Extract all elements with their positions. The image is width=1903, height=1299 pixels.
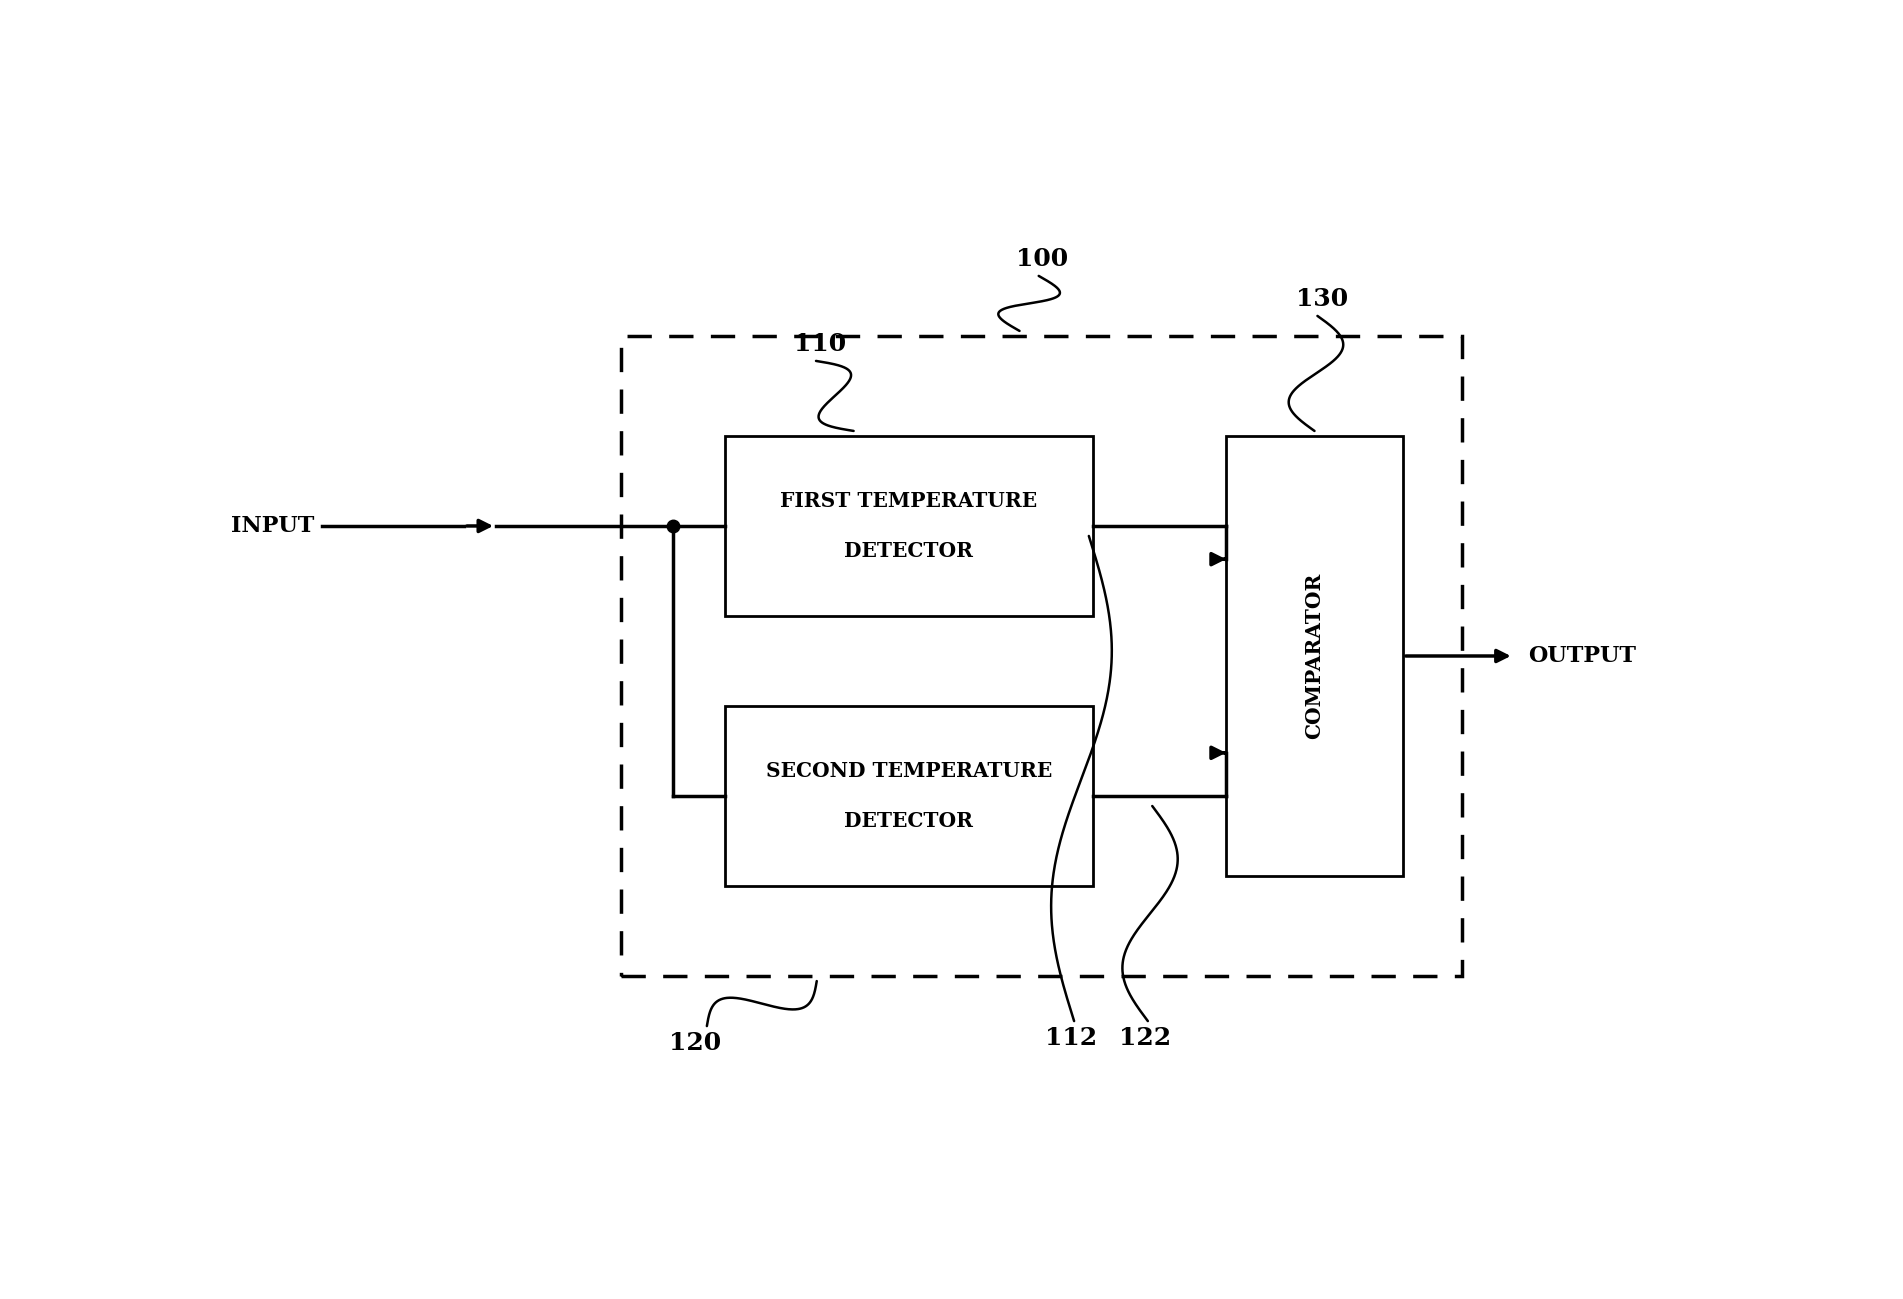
Bar xyxy=(620,336,1462,976)
Text: INPUT: INPUT xyxy=(230,514,314,536)
Text: 100: 100 xyxy=(1016,247,1068,271)
Bar xyxy=(725,436,1094,616)
Bar xyxy=(725,707,1094,886)
Text: 130: 130 xyxy=(1296,287,1347,310)
Text: 110: 110 xyxy=(794,333,847,356)
Text: 112: 112 xyxy=(1045,1026,1098,1050)
Text: DETECTOR: DETECTOR xyxy=(845,540,974,561)
Bar xyxy=(1226,436,1403,876)
Text: SECOND TEMPERATURE: SECOND TEMPERATURE xyxy=(765,761,1052,781)
Text: DETECTOR: DETECTOR xyxy=(845,811,974,831)
Text: COMPARATOR: COMPARATOR xyxy=(1304,573,1324,739)
Text: 122: 122 xyxy=(1119,1026,1170,1050)
Text: FIRST TEMPERATURE: FIRST TEMPERATURE xyxy=(780,491,1037,511)
Text: 120: 120 xyxy=(670,1031,721,1055)
Text: OUTPUT: OUTPUT xyxy=(1528,646,1637,666)
